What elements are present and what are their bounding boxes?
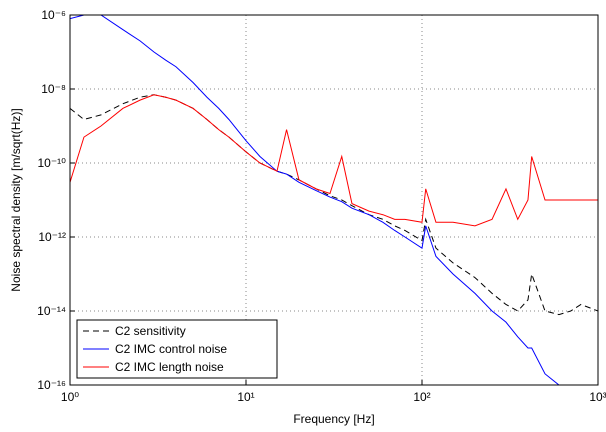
x-axis-label: Frequency [Hz] — [293, 412, 374, 426]
legend-label: C2 IMC control noise — [115, 342, 227, 356]
series-line — [70, 94, 598, 227]
y-tick-label: 10⁻¹² — [38, 230, 66, 244]
y-tick-label: 10⁻¹⁴ — [37, 304, 66, 318]
series-line — [70, 94, 598, 316]
y-tick-label: 10⁻⁶ — [41, 8, 66, 22]
y-tick-label: 10⁻¹⁰ — [38, 156, 67, 170]
y-axis-label: Noise spectral density [m/sqrt(Hz)] — [9, 108, 23, 291]
x-tick-label: 10² — [413, 390, 430, 404]
y-tick-label: 10⁻⁸ — [41, 82, 66, 96]
x-tick-label: 10⁰ — [61, 390, 79, 404]
legend-label: C2 IMC length noise — [115, 360, 224, 374]
axes-frame — [69, 14, 599, 386]
y-tick-label: 10⁻¹⁶ — [37, 378, 66, 392]
legend-box — [76, 319, 278, 379]
x-tick-label: 10¹ — [237, 390, 254, 404]
x-tick-label: 10³ — [589, 390, 606, 404]
legend-label: C2 sensitivity — [115, 324, 186, 338]
series-line — [70, 15, 560, 385]
